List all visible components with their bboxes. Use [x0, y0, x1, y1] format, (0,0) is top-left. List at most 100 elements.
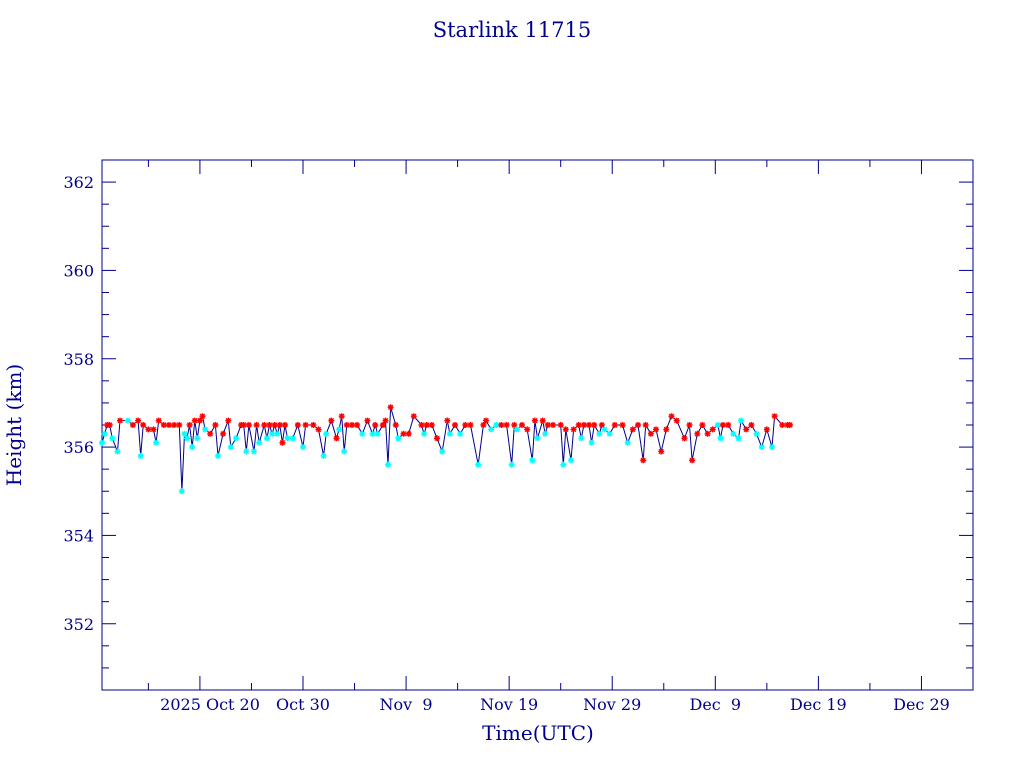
data-point: [263, 435, 270, 442]
data-point: [300, 444, 306, 451]
data-point: [256, 439, 263, 446]
axes: 352 354 356 358 360 362 2025 Oct 20 Oct 30 Nov 9…: [63, 159, 974, 714]
data-point: [271, 422, 278, 428]
data-point: [274, 430, 281, 437]
data-point: [186, 422, 193, 428]
data-point: [758, 444, 765, 451]
data-point: [227, 444, 234, 451]
data-point: [114, 448, 121, 455]
data-point: [779, 422, 786, 428]
data-point: [359, 430, 366, 437]
data-point: [315, 426, 322, 433]
data-point: [743, 426, 750, 433]
data-point: [207, 430, 214, 437]
data-point: [658, 448, 665, 455]
data-point: [343, 422, 350, 428]
data-point: [519, 422, 525, 428]
data-point: [166, 422, 172, 428]
data-point: [508, 461, 515, 468]
data-point: [225, 417, 232, 424]
data-point: [714, 422, 721, 428]
data-point: [580, 422, 587, 428]
data-point: [405, 430, 412, 437]
data-point: [176, 422, 183, 428]
data-point: [725, 422, 732, 428]
data-point: [124, 417, 131, 424]
data-point: [452, 422, 458, 428]
data-point: [709, 426, 716, 433]
data-point: [418, 422, 425, 428]
data-point: [145, 426, 152, 433]
data-point: [253, 422, 260, 428]
data-point: [153, 439, 160, 446]
data-point: [428, 422, 435, 428]
data-point: [663, 426, 670, 433]
data-point: [493, 422, 500, 428]
data-point: [575, 422, 582, 428]
data-point: [243, 448, 250, 455]
data-point: [647, 430, 654, 437]
data-point: [387, 404, 394, 411]
data-point: [642, 422, 649, 428]
data-point: [735, 435, 742, 442]
y-tick-label: 358: [63, 350, 94, 369]
data-point: [333, 435, 340, 442]
data-point: [289, 435, 296, 442]
data-point: [434, 435, 440, 442]
x-tick-label: Dec 19: [790, 695, 847, 714]
data-point: [439, 448, 446, 455]
data-point: [400, 430, 407, 437]
data-point: [233, 435, 239, 442]
x-tick-label: Dec 9: [690, 695, 742, 714]
data-point: [542, 430, 549, 437]
plot-frame: [101, 159, 974, 691]
data-point: [601, 426, 608, 433]
data-point: [720, 422, 726, 428]
x-tick-label: Nov 19: [480, 695, 538, 714]
data-point: [557, 422, 564, 428]
data-point: [282, 422, 288, 428]
data-point: [544, 422, 551, 428]
data-point: [560, 461, 567, 468]
data-point: [488, 426, 495, 433]
data-point: [191, 417, 198, 424]
series-markers: [99, 404, 793, 495]
data-point: [140, 422, 147, 428]
data-point: [220, 430, 227, 437]
data-point: [531, 417, 538, 424]
data-point: [588, 439, 595, 446]
data-point: [421, 430, 428, 437]
data-point: [771, 413, 778, 420]
data-point: [106, 422, 113, 428]
data-point: [640, 457, 647, 464]
data-point: [385, 461, 391, 468]
data-point: [686, 422, 693, 428]
data-point: [395, 435, 402, 442]
data-point: [467, 422, 474, 428]
data-point: [194, 435, 201, 442]
data-point: [748, 422, 755, 428]
data-point: [769, 444, 775, 451]
data-point: [462, 422, 469, 428]
data-point: [717, 435, 724, 442]
data-point: [578, 435, 585, 442]
data-point: [570, 426, 577, 433]
data-point: [689, 457, 696, 464]
x-tick-label: Nov 9: [380, 695, 433, 714]
data-point: [341, 448, 348, 455]
data-point: [240, 422, 247, 428]
data-point: [349, 422, 355, 428]
data-point: [379, 422, 386, 428]
data-point: [117, 417, 123, 424]
data-point: [135, 417, 142, 424]
data-point: [624, 439, 631, 446]
data-point: [99, 439, 105, 446]
data-point: [498, 422, 505, 428]
data-point: [212, 422, 219, 428]
y-tick-label: 362: [63, 173, 94, 192]
data-point: [369, 430, 376, 437]
data-point: [694, 430, 701, 437]
data-point: [269, 430, 276, 437]
data-point: [635, 422, 641, 428]
